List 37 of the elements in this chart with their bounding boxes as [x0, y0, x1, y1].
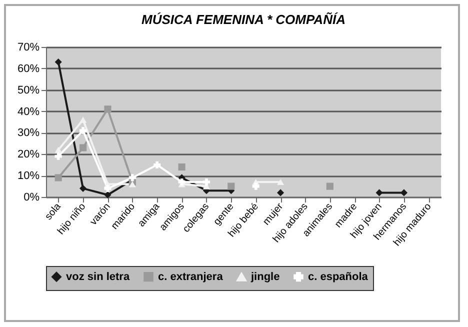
point [54, 58, 62, 66]
point [104, 184, 112, 192]
point [228, 182, 235, 190]
legend-label: c. española [308, 270, 369, 283]
x-tick-label: sola [43, 200, 64, 222]
legend-label: c. extranjera [158, 270, 224, 283]
point [54, 174, 62, 182]
chart-title: MÚSICA FEMENINA * COMPAÑÍA [142, 12, 346, 27]
y-tick-label: 60% [17, 62, 40, 75]
y-tick-label: 0% [24, 192, 40, 204]
y-tick-label: 10% [17, 170, 40, 182]
point [276, 189, 284, 196]
point [400, 189, 408, 196]
point [128, 181, 136, 188]
point [79, 144, 87, 152]
point [376, 189, 383, 196]
legend-label: jingle [250, 271, 280, 284]
point [104, 106, 112, 113]
point [104, 191, 112, 198]
point [79, 116, 87, 123]
point [54, 146, 62, 153]
point [326, 182, 334, 190]
y-tick-label: 20% [17, 148, 40, 161]
point [79, 184, 87, 192]
y-tick-label: 50% [17, 84, 40, 96]
y-tick-label: 70% [17, 42, 40, 54]
point [54, 152, 62, 160]
y-tick-label: 40% [17, 106, 40, 118]
point [79, 127, 87, 134]
point [178, 163, 186, 171]
legend-label: voz sin letra [66, 270, 130, 283]
point [252, 182, 260, 190]
y-tick-label: 30% [17, 127, 40, 140]
point [276, 178, 284, 186]
point [154, 161, 161, 168]
point [202, 178, 210, 186]
point [178, 178, 186, 186]
